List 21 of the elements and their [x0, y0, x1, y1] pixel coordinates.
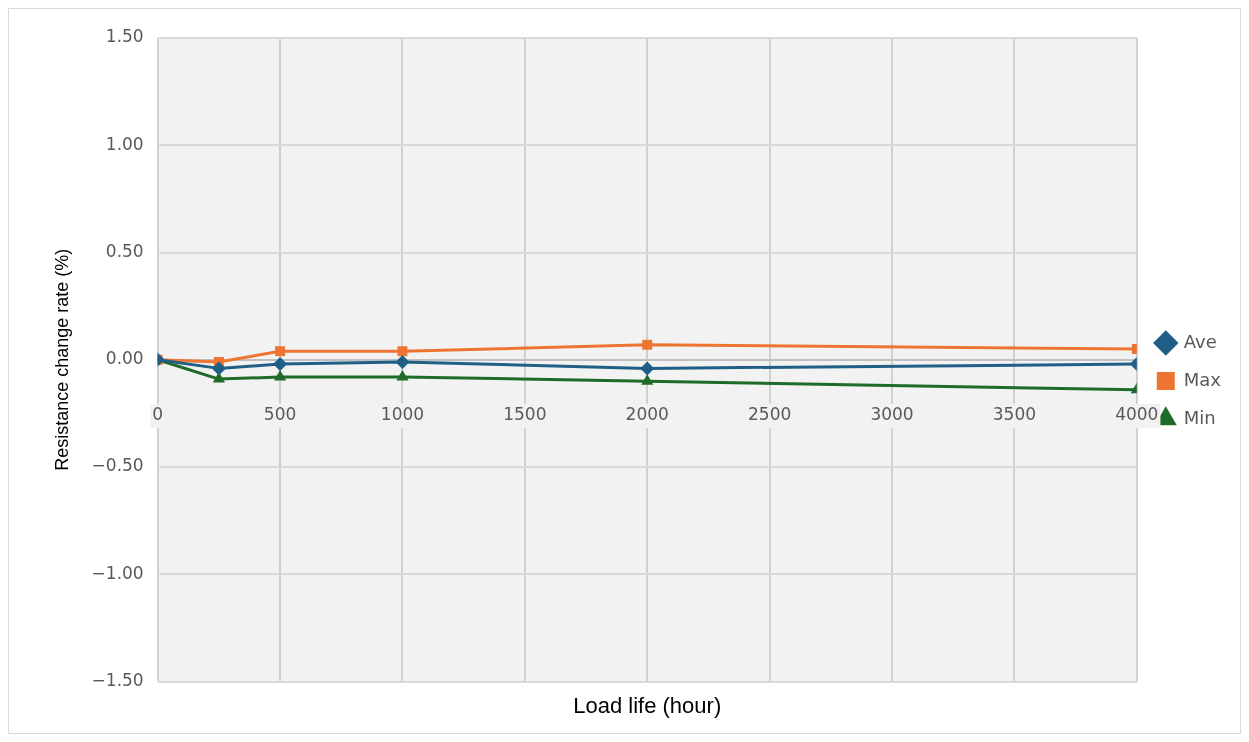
y-tick-label: 1.50	[105, 26, 144, 47]
x-tick-label: 2500	[747, 404, 792, 425]
x-axis-title: Load life (hour)	[573, 692, 722, 718]
x-tick-label: 0	[152, 404, 164, 425]
y-tick-label: 1.00	[105, 133, 144, 154]
x-tick-label: 500	[263, 404, 297, 425]
y-tick-label: −1.50	[91, 670, 144, 691]
y-axis-title: Resistance change rate (%)	[51, 248, 72, 471]
legend-label: Ave	[1183, 330, 1217, 352]
x-tick-label: 3500	[992, 404, 1037, 425]
y-tick-label: −0.50	[91, 455, 144, 476]
x-tick-label: 2000	[625, 404, 669, 425]
y-tick-label: −1.00	[91, 562, 144, 583]
y-tick-label: 0.50	[105, 240, 144, 261]
x-tick-label: 1500	[503, 404, 547, 425]
x-tick-label: 1000	[380, 404, 425, 425]
legend-label: Max	[1183, 368, 1222, 390]
x-tick-label: 3000	[870, 404, 914, 425]
y-tick-label: 0.00	[105, 348, 144, 369]
legend-label: Min	[1183, 406, 1216, 428]
x-tick-label: 4000	[1115, 404, 1159, 425]
